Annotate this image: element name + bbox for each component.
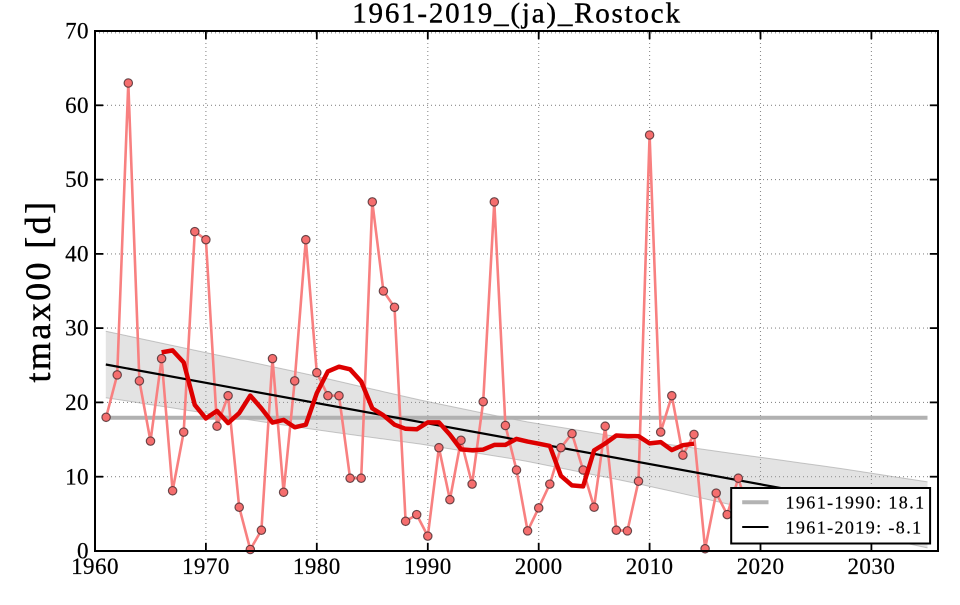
svg-text:1961-2019_(ja)_Rostock: 1961-2019_(ja)_Rostock [352,0,682,29]
svg-text:60: 60 [65,93,89,118]
svg-text:1970: 1970 [182,554,230,579]
svg-text:50: 50 [65,167,89,192]
svg-text:2020: 2020 [737,554,785,579]
svg-text:tmax00 [d]: tmax00 [d] [18,200,58,383]
svg-text:40: 40 [65,242,89,267]
svg-text:70: 70 [65,19,89,44]
svg-text:0: 0 [77,539,89,564]
svg-text:1980: 1980 [293,554,341,579]
svg-text:1960: 1960 [71,554,119,579]
svg-text:1961-2019: -8.1: 1961-2019: -8.1 [786,518,923,538]
svg-text:10: 10 [65,464,89,489]
svg-text:1990: 1990 [404,554,452,579]
svg-text:1961-1990: 18.1: 1961-1990: 18.1 [786,493,926,513]
svg-text:2030: 2030 [847,554,895,579]
svg-text:30: 30 [65,316,89,341]
svg-text:2000: 2000 [515,554,563,579]
svg-text:20: 20 [65,390,89,415]
svg-text:2010: 2010 [626,554,674,579]
